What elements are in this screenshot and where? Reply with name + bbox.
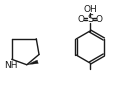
Text: OH: OH: [83, 4, 97, 13]
Text: S: S: [87, 14, 93, 24]
Polygon shape: [27, 60, 38, 65]
Text: O: O: [95, 15, 102, 24]
Text: O: O: [77, 15, 84, 24]
Text: NH: NH: [4, 61, 18, 70]
